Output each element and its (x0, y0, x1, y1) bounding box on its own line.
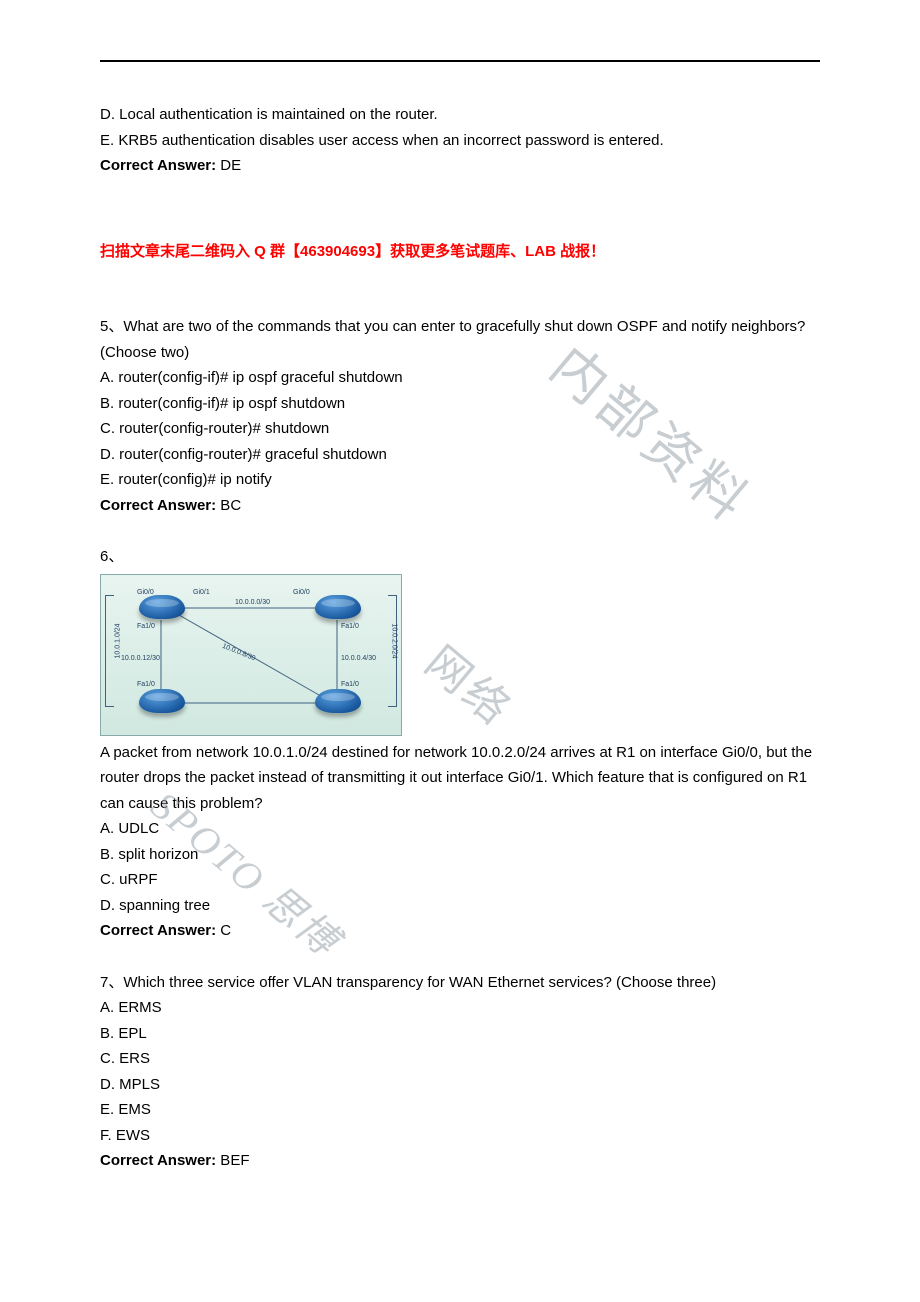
option-e: E. KRB5 authentication disables user acc… (100, 128, 820, 154)
question-7: 7、Which three service offer VLAN transpa… (100, 970, 820, 1174)
q6-stem-line2: router drops the packet instead of trans… (100, 765, 820, 791)
q6-stem-line3: can cause this problem? (100, 791, 820, 817)
q5-option-a: A. router(config-if)# ip ospf graceful s… (100, 365, 820, 391)
question-5: 5、What are two of the commands that you … (100, 314, 820, 518)
router-r3-icon (139, 689, 185, 713)
correct-answer-value: DE (216, 157, 241, 174)
right-net-label: 10.0.2.0/24 (388, 623, 400, 658)
link-left-label: 10.0.0.12/30 (121, 653, 160, 665)
r4-fa10-label: Fa1/0 (341, 679, 359, 691)
q7-option-f: F. EWS (100, 1123, 820, 1149)
correct-answer-value: BEF (216, 1152, 249, 1169)
network-topology-diagram: 10.0.1.0/24 10.0.2.0/24 Gi0/0 Gi0/1 Gi0/… (100, 574, 402, 736)
q7-correct-line: Correct Answer: BEF (100, 1148, 820, 1174)
q7-option-d: D. MPLS (100, 1072, 820, 1098)
q7-option-e: E. EMS (100, 1097, 820, 1123)
q5-option-e: E. router(config)# ip notify (100, 467, 820, 493)
q6-option-c: C. uRPF (100, 867, 820, 893)
r1-fa10-label: Fa1/0 (137, 621, 155, 633)
q6-number: 6、 (100, 544, 820, 570)
correct-answer-value: BC (216, 497, 241, 514)
question-6: 6、 10.0.1.0/24 10.0.2.0/24 Gi0/0 Gi0/1 G… (100, 544, 820, 944)
q6-option-d: D. spanning tree (100, 893, 820, 919)
q6-correct-line: Correct Answer: C (100, 918, 820, 944)
r1-gi01-label: Gi0/1 (193, 587, 210, 599)
q5-stem: 5、What are two of the commands that you … (100, 314, 820, 365)
q7-option-a: A. ERMS (100, 995, 820, 1021)
correct-answer-label: Correct Answer: (100, 922, 216, 939)
q7-option-b: B. EPL (100, 1021, 820, 1047)
correct-answer-value: C (216, 922, 231, 939)
q6-stem-line1: A packet from network 10.0.1.0/24 destin… (100, 740, 820, 766)
correct-answer-label: Correct Answer: (100, 157, 216, 174)
q5-option-c: C. router(config-router)# shutdown (100, 416, 820, 442)
q5-option-b: B. router(config-if)# ip ospf shutdown (100, 391, 820, 417)
promo-line: 扫描文章末尾二维码入 Q 群【463904693】获取更多笔试题库、LAB 战报… (100, 239, 820, 265)
r2-fa10-label: Fa1/0 (341, 621, 359, 633)
correct-answer-line: Correct Answer: DE (100, 153, 820, 179)
r2-gi00-label: Gi0/0 (293, 587, 310, 599)
correct-answer-label: Correct Answer: (100, 1152, 216, 1169)
option-d: D. Local authentication is maintained on… (100, 102, 820, 128)
q7-option-c: C. ERS (100, 1046, 820, 1072)
q5-option-d: D. router(config-router)# graceful shutd… (100, 442, 820, 468)
document-page: 内部资料 网络 SPOTO 思博 D. Local authentication… (0, 0, 920, 1302)
q7-stem: 7、Which three service offer VLAN transpa… (100, 970, 820, 996)
r3-fa10-label: Fa1/0 (137, 679, 155, 691)
router-r4-icon (315, 689, 361, 713)
prev-question-tail: D. Local authentication is maintained on… (100, 102, 820, 179)
link-top-label: 10.0.0.0/30 (235, 597, 270, 609)
r1-gi00-label: Gi0/0 (137, 587, 154, 599)
q5-correct-line: Correct Answer: BC (100, 493, 820, 519)
q6-option-b: B. split horizon (100, 842, 820, 868)
link-right-label: 10.0.0.4/30 (341, 653, 376, 665)
q6-option-a: A. UDLC (100, 816, 820, 842)
header-rule (100, 60, 820, 62)
router-r2-icon (315, 595, 361, 619)
correct-answer-label: Correct Answer: (100, 497, 216, 514)
